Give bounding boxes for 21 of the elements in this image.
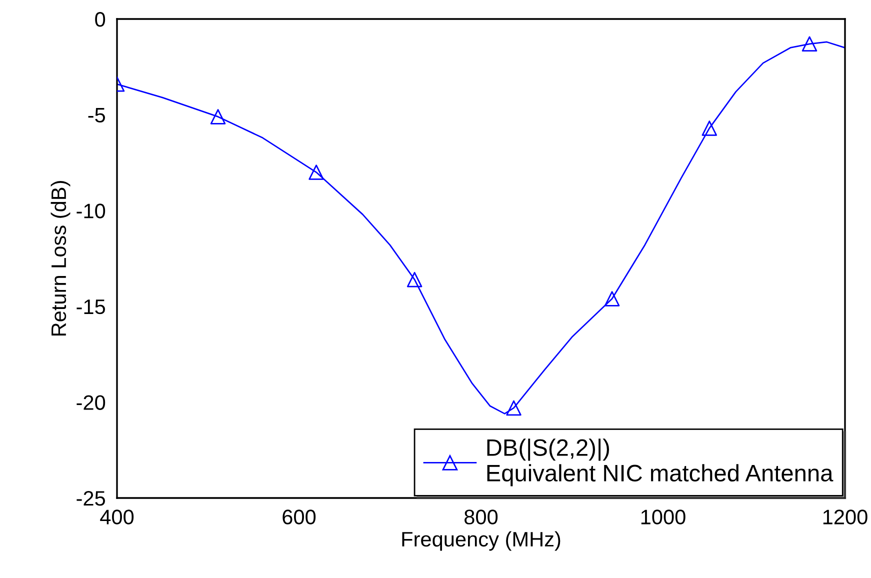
y-tick-label: -10 bbox=[76, 204, 106, 218]
x-tick-label: 600 bbox=[282, 510, 316, 524]
point bbox=[210, 109, 226, 124]
y-tick-label: -5 bbox=[88, 108, 106, 123]
y-tick-label: -25 bbox=[76, 491, 106, 506]
x-tick-label: 400 bbox=[100, 510, 134, 524]
y-tick-label: -15 bbox=[76, 300, 106, 314]
point bbox=[506, 400, 522, 416]
y-axis-title: Return Loss (dB) bbox=[50, 181, 70, 336]
point bbox=[802, 36, 818, 52]
legend-label: DB(|S(2,2)|) Equivalent NIC matched Antenna bbox=[487, 438, 834, 486]
point bbox=[702, 120, 718, 136]
x-tick-label: 800 bbox=[464, 510, 498, 524]
y-tick-label: 0 bbox=[95, 12, 106, 27]
point bbox=[308, 164, 324, 180]
x-axis-title: Frequency (MHz) bbox=[402, 531, 560, 551]
point bbox=[604, 291, 620, 306]
point bbox=[406, 272, 422, 288]
x-tick-label: 1200 bbox=[823, 510, 868, 524]
y-tick-label: -20 bbox=[76, 395, 106, 410]
x-tick-label: 1000 bbox=[641, 510, 686, 524]
